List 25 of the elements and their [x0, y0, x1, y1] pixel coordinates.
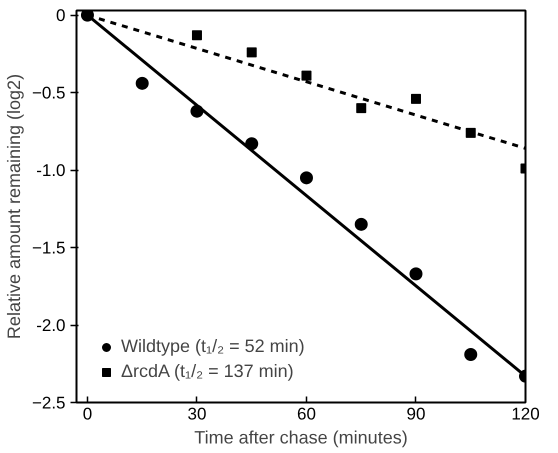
point: [192, 30, 202, 40]
y-tick-label: −2.5: [32, 394, 66, 412]
point: [409, 267, 422, 280]
point: [136, 76, 149, 90]
point: [410, 94, 421, 104]
point: [301, 70, 312, 81]
legend-label: Wildtype (t₁/₂ = 52 min): [121, 336, 305, 357]
point: [300, 171, 313, 184]
legend-label: ΔrcdA (t₁/₂ = 137 min): [121, 361, 294, 382]
point: [354, 218, 368, 231]
y-tick-label: -2.0: [36, 316, 66, 336]
y-tick-label: −1.5: [32, 238, 66, 258]
y-tick-label: −0.5: [32, 84, 66, 103]
y-tick-label: 0: [56, 6, 66, 26]
y-axis-title: Relative amount remaining (log2): [4, 74, 24, 340]
x-tick-label: 90: [406, 404, 426, 424]
x-tick-label: 0: [82, 404, 92, 424]
x-tick-label: 60: [297, 404, 316, 424]
point: [356, 103, 366, 114]
x-tick-label: 30: [188, 404, 206, 424]
point: [246, 47, 257, 58]
point: [464, 348, 478, 361]
y-tick-label: -1.0: [36, 161, 66, 180]
x-axis-title: Time after chase (minutes): [194, 428, 408, 448]
x-tick-label: 120: [511, 404, 540, 424]
